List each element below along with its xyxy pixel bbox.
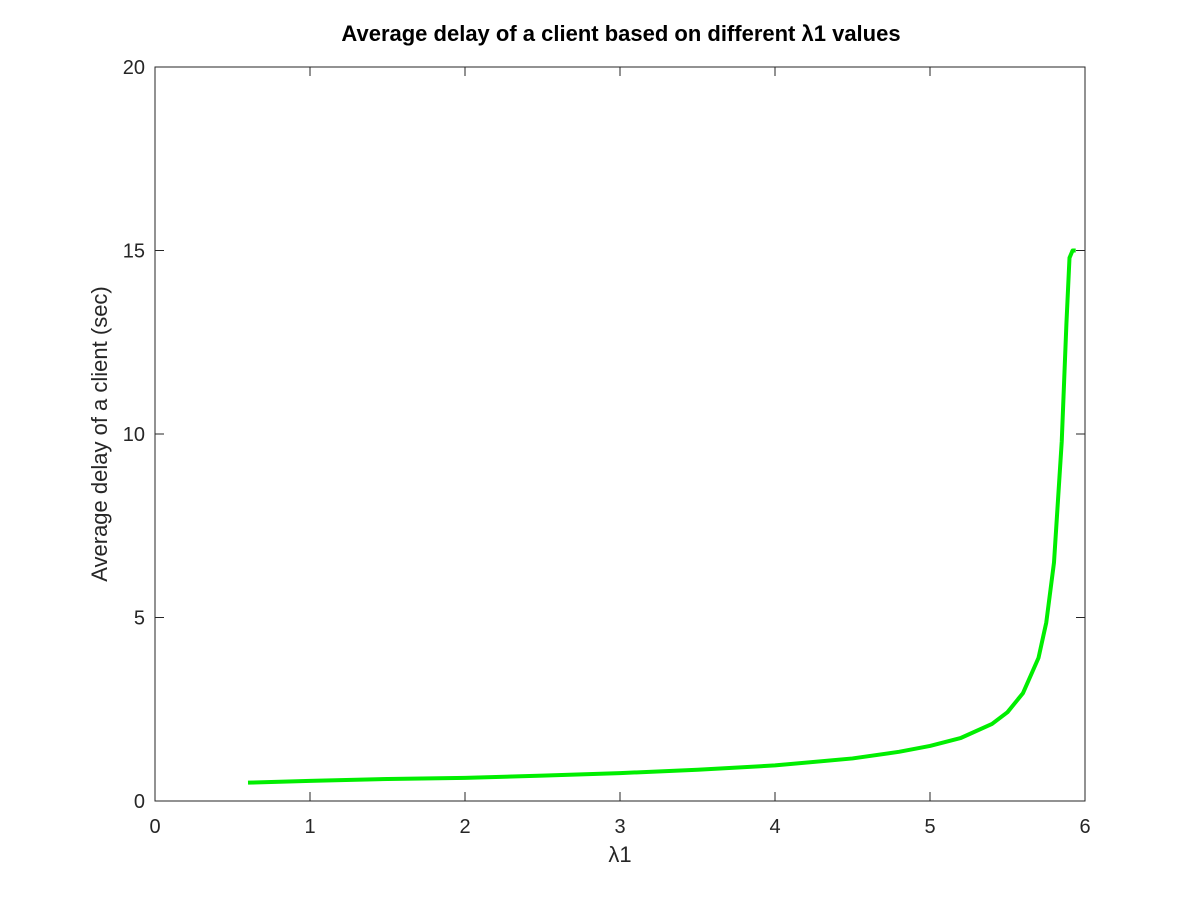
y-axis-label: Average delay of a client (sec): [87, 286, 112, 582]
axis-tick-labels: 0 1 2 3 4 5 6 0 5 10 15 20: [123, 57, 1091, 838]
x-axis-label: λ1: [608, 842, 631, 867]
x-tick-label: 3: [614, 816, 625, 838]
series-layer: [247, 248, 1076, 785]
y-tick-label: 15: [123, 241, 145, 263]
x-tick-label: 5: [924, 816, 935, 838]
chart-title: Average delay of a client based on diffe…: [341, 21, 900, 46]
y-tick-label: 5: [134, 608, 145, 630]
y-tick-label: 0: [134, 791, 145, 813]
x-tick-label: 0: [149, 816, 160, 838]
axis-ticks: [154, 66, 1086, 802]
series-line: [247, 248, 1076, 785]
plot-area: [154, 66, 1086, 802]
x-tick-label: 4: [769, 816, 780, 838]
y-tick-label: 20: [123, 57, 145, 79]
x-tick-label: 1: [304, 816, 315, 838]
y-tick-label: 10: [123, 424, 145, 446]
x-tick-label: 2: [459, 816, 470, 838]
x-tick-label: 6: [1079, 816, 1090, 838]
